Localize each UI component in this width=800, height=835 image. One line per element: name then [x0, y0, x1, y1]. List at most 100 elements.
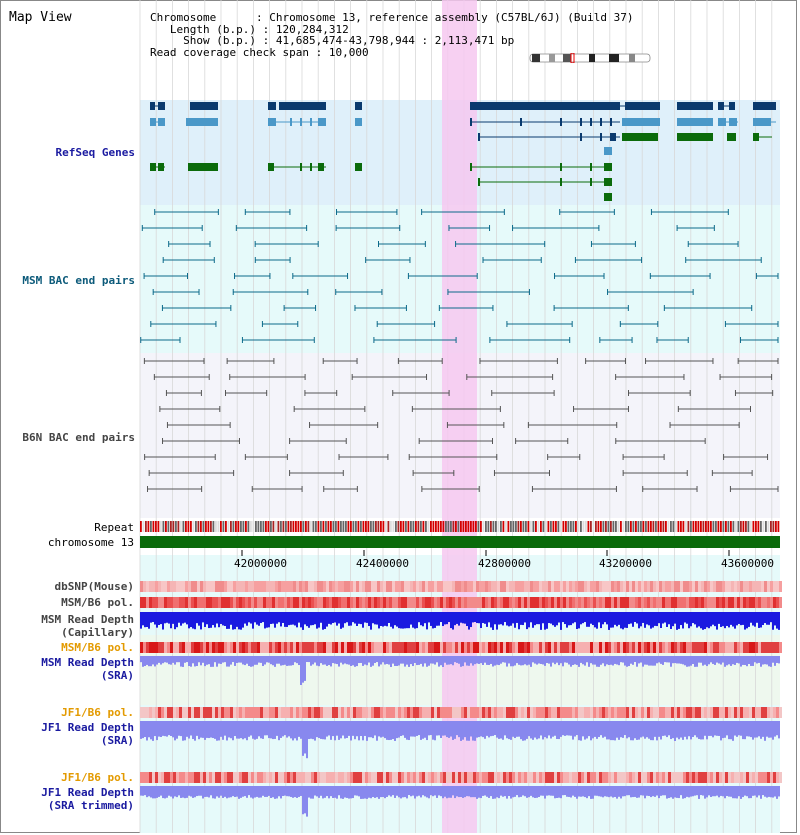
track-label-b6n-bac[interactable]: B6N BAC end pairs — [22, 431, 135, 444]
repeat-mark — [285, 521, 287, 532]
repeat-mark — [755, 521, 757, 532]
pol-strip-cell — [626, 642, 629, 653]
pol-strip-cell — [296, 597, 299, 608]
read-depth-bar — [272, 612, 274, 624]
read-depth-bar — [722, 721, 724, 739]
pol-strip-cell — [263, 707, 266, 718]
read-depth-bar — [340, 721, 342, 739]
pol-strip-cell — [716, 642, 719, 653]
pol-strip-cell — [314, 597, 317, 608]
track-label-msm-b6-pol-cap[interactable]: MSM/B6 pol. — [61, 596, 134, 609]
read-depth-bar — [260, 612, 262, 624]
pol-strip-cell — [329, 597, 332, 608]
track-label-msm-depth-cap-sub: (Capillary) — [61, 626, 134, 639]
pol-strip-cell — [257, 772, 260, 783]
pol-strip-cell — [359, 642, 362, 653]
track-label-chromosome[interactable]: chromosome 13 — [47, 536, 134, 549]
read-depth-bar — [556, 656, 558, 663]
pol-strip-cell — [452, 597, 455, 608]
track-label-refseq[interactable]: RefSeq Genes — [55, 146, 135, 159]
read-depth-bar — [228, 612, 230, 629]
pol-strip-cell — [494, 642, 497, 653]
repeat-mark — [577, 521, 580, 532]
pol-strip-cell — [197, 772, 200, 783]
repeat-mark — [605, 521, 607, 532]
track-label-msm-depth-cap[interactable]: MSM Read Depth — [41, 613, 134, 626]
track-label-jf1-depth-trim[interactable]: JF1 Read Depth — [41, 786, 134, 799]
track-label-jf1-pol-sra[interactable]: JF1/B6 pol. — [61, 706, 134, 719]
pol-strip-cell — [281, 642, 284, 653]
read-depth-bar — [582, 786, 584, 797]
read-depth-bar — [456, 721, 458, 736]
gene-exon — [520, 118, 522, 126]
track-label-jf1-pol-trim[interactable]: JF1/B6 pol. — [61, 771, 134, 784]
pol-strip-cell — [221, 772, 224, 783]
pol-strip-cell — [542, 772, 545, 783]
read-depth-bar — [504, 786, 506, 797]
read-depth-bar — [608, 721, 610, 740]
pol-strip-cell — [260, 642, 263, 653]
pol-strip-cell — [674, 642, 677, 653]
gene-exon — [470, 118, 472, 126]
pol-strip-cell — [182, 581, 185, 592]
repeat-mark — [172, 521, 175, 532]
read-depth-bar — [584, 721, 586, 740]
read-depth-bar — [692, 721, 694, 738]
pol-strip-cell — [641, 772, 644, 783]
repeat-mark — [357, 521, 360, 532]
read-depth-bar — [264, 656, 266, 665]
pol-strip-cell — [644, 581, 647, 592]
read-depth-bar — [552, 612, 554, 626]
pol-strip-cell — [164, 642, 167, 653]
repeat-mark — [557, 521, 560, 532]
track-label-msm-depth-sra[interactable]: MSM Read Depth — [41, 656, 134, 669]
pol-strip-cell — [200, 772, 203, 783]
read-depth-bar — [632, 612, 634, 627]
pol-strip-cell — [140, 772, 143, 783]
pol-strip-cell — [359, 597, 362, 608]
read-depth-bar — [322, 721, 324, 740]
pol-strip-cell — [488, 581, 491, 592]
track-label-msm-bac[interactable]: MSM BAC end pairs — [22, 274, 135, 287]
read-depth-bar — [522, 656, 524, 666]
read-depth-bar — [172, 786, 174, 799]
pol-strip-cell — [347, 581, 350, 592]
pol-strip-cell — [725, 597, 728, 608]
pol-strip-cell — [374, 642, 377, 653]
read-depth-bar — [252, 786, 254, 799]
read-depth-bar — [276, 786, 278, 799]
read-depth-bar — [286, 656, 288, 666]
pol-strip-cell — [401, 772, 404, 783]
pol-strip-cell — [455, 642, 458, 653]
pol-strip-cell — [671, 772, 674, 783]
pol-strip-cell — [557, 772, 560, 783]
read-depth-bar — [428, 656, 430, 666]
repeat-mark — [465, 521, 467, 532]
gene-exon — [478, 178, 480, 186]
read-depth-bar — [188, 786, 190, 796]
pol-strip-cell — [557, 597, 560, 608]
chromosome-ideogram[interactable] — [529, 53, 651, 63]
read-depth-bar — [176, 612, 178, 628]
pol-strip-cell — [506, 597, 509, 608]
pol-strip-cell — [302, 581, 305, 592]
read-depth-bar — [312, 721, 314, 740]
read-depth-bar — [722, 612, 724, 627]
pol-strip-cell — [257, 581, 260, 592]
pol-strip-cell — [455, 707, 458, 718]
read-depth-bar — [178, 656, 180, 663]
read-depth-bar — [168, 721, 170, 736]
track-label-jf1-depth-sra[interactable]: JF1 Read Depth — [41, 721, 134, 734]
read-depth-bar — [656, 656, 658, 664]
pol-strip-cell — [713, 597, 716, 608]
read-depth-bar — [764, 656, 766, 665]
track-label-msm-b6-pol-sra[interactable]: MSM/B6 pol. — [61, 641, 134, 654]
read-depth-bar — [362, 612, 364, 628]
read-depth-bar — [740, 721, 742, 736]
pol-strip-cell — [632, 597, 635, 608]
read-depth-bar — [218, 721, 220, 741]
track-label-repeat[interactable]: Repeat — [94, 521, 134, 534]
track-label-dbsnp[interactable]: dbSNP(Mouse) — [54, 580, 134, 593]
read-depth-bar — [364, 656, 366, 665]
read-depth-bar — [348, 656, 350, 665]
